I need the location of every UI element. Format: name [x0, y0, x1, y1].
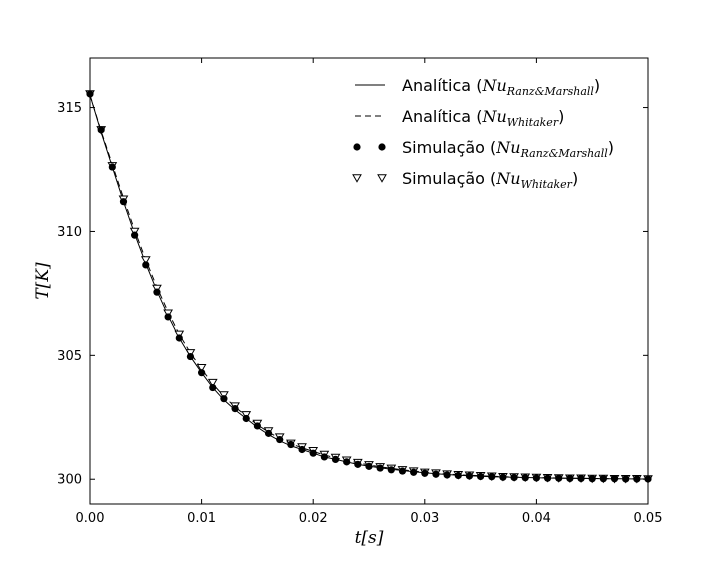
- x-tick-label: 0.01: [187, 511, 216, 526]
- data-point-simulacao-ranz-marshall: [499, 473, 507, 481]
- data-point-simulacao-ranz-marshall: [588, 475, 596, 483]
- legend-label-text: Simulação (: [402, 169, 496, 188]
- y-tick-label: 300: [57, 473, 82, 488]
- legend-label-close: ): [558, 107, 564, 126]
- data-point-simulacao-ranz-marshall: [343, 458, 351, 466]
- x-tick-label: 0.00: [76, 511, 105, 526]
- legend-label: Analítica (NuWhitaker): [402, 107, 564, 129]
- data-point-simulacao-ranz-marshall: [365, 462, 373, 470]
- legend-circle-marker: [353, 143, 361, 151]
- data-point-simulacao-ranz-marshall: [287, 440, 295, 449]
- y-axis-label: T[K]: [33, 262, 53, 300]
- data-point-simulacao-ranz-marshall: [599, 475, 607, 483]
- data-point-simulacao-ranz-marshall: [510, 473, 518, 482]
- legend-label-text: Analítica (: [402, 76, 482, 95]
- data-point-simulacao-ranz-marshall: [622, 475, 630, 483]
- x-tick-label: 0.03: [410, 511, 439, 526]
- data-point-simulacao-ranz-marshall: [443, 471, 451, 479]
- data-point-simulacao-ranz-marshall: [354, 460, 362, 468]
- legend: Analítica (NuRanz&Marshall)Analítica (Nu…: [352, 76, 614, 191]
- data-point-simulacao-ranz-marshall: [298, 445, 306, 454]
- data-point-simulacao-ranz-marshall: [108, 163, 116, 171]
- legend-label-close: ): [608, 138, 614, 157]
- legend-math-base: Nu: [481, 76, 506, 95]
- data-point-simulacao-ranz-marshall: [253, 422, 261, 430]
- data-point-simulacao-whitaker: [196, 364, 207, 373]
- data-point-simulacao-ranz-marshall: [488, 473, 496, 481]
- data-point-simulacao-ranz-marshall: [175, 334, 183, 342]
- data-point-simulacao-ranz-marshall: [454, 471, 462, 480]
- data-point-simulacao-ranz-marshall: [566, 474, 574, 483]
- legend-math-base: Nu: [481, 107, 506, 126]
- data-point-simulacao-ranz-marshall: [276, 435, 284, 444]
- y-tick-label: 305: [57, 349, 82, 364]
- data-point-simulacao-ranz-marshall: [543, 474, 552, 482]
- data-point-simulacao-ranz-marshall: [376, 464, 384, 472]
- legend-triangle-marker: [352, 174, 362, 183]
- data-point-simulacao-ranz-marshall: [477, 472, 485, 481]
- legend-entry: Simulação (NuWhitaker): [352, 169, 578, 191]
- x-axis-label: t[s]: [355, 528, 384, 548]
- data-point-simulacao-ranz-marshall: [320, 453, 328, 461]
- data-point-simulacao-ranz-marshall: [97, 126, 105, 134]
- y-tick-label: 310: [57, 225, 82, 240]
- data-point-simulacao-ranz-marshall: [186, 352, 195, 361]
- data-point-simulacao-ranz-marshall: [398, 467, 407, 475]
- data-point-simulacao-ranz-marshall: [142, 261, 150, 269]
- legend-math-base: Nu: [495, 169, 520, 188]
- data-point-simulacao-ranz-marshall: [465, 472, 474, 480]
- legend-math-base: Nu: [495, 138, 520, 157]
- data-point-simulacao-ranz-marshall: [432, 470, 440, 478]
- data-point-simulacao-ranz-marshall: [231, 405, 239, 413]
- data-point-simulacao-ranz-marshall: [209, 383, 217, 392]
- data-point-simulacao-ranz-marshall: [131, 231, 139, 239]
- legend-label-text: Simulação (: [402, 138, 496, 157]
- data-point-simulacao-ranz-marshall: [119, 198, 128, 206]
- legend-label: Simulação (NuWhitaker): [402, 169, 578, 191]
- legend-label-text: Analítica (: [402, 107, 482, 126]
- data-point-simulacao-ranz-marshall: [577, 474, 585, 483]
- data-point-simulacao-ranz-marshall: [264, 429, 273, 437]
- plot-frame: [89, 57, 649, 505]
- plot-series: [85, 90, 653, 484]
- legend-math-subscript: Ranz&Marshall: [520, 147, 609, 160]
- legend-entry: Simulação (NuRanz&Marshall): [353, 138, 614, 160]
- x-axis: 0.00 0.01 0.02 0.03 0.04 0.05: [76, 58, 663, 526]
- data-point-simulacao-ranz-marshall: [555, 474, 563, 482]
- legend-math-subscript: Whitaker: [507, 116, 559, 129]
- legend-label: Analítica (NuRanz&Marshall): [402, 76, 600, 98]
- legend-circle-marker: [378, 143, 386, 151]
- data-point-simulacao-ranz-marshall: [153, 288, 161, 296]
- data-point-simulacao-ranz-marshall: [521, 474, 529, 482]
- data-point-simulacao-ranz-marshall: [242, 414, 250, 423]
- data-point-simulacao-ranz-marshall: [220, 395, 228, 403]
- x-tick-label: 0.05: [634, 511, 663, 526]
- data-point-simulacao-ranz-marshall: [331, 455, 340, 463]
- legend-label: Simulação (NuRanz&Marshall): [402, 138, 614, 160]
- y-tick-label: 315: [57, 101, 82, 116]
- legend-entry: Analítica (NuRanz&Marshall): [355, 76, 600, 98]
- data-point-simulacao-whitaker: [140, 256, 151, 265]
- x-tick-label: 0.04: [522, 511, 551, 526]
- data-point-simulacao-ranz-marshall: [532, 474, 541, 482]
- data-point-simulacao-ranz-marshall: [421, 469, 429, 477]
- legend-entry: Analítica (NuWhitaker): [355, 107, 564, 129]
- data-point-simulacao-ranz-marshall: [610, 475, 619, 483]
- y-axis: 300 305 310 315: [57, 101, 648, 488]
- legend-math-subscript: Whitaker: [521, 178, 573, 191]
- data-point-simulacao-whitaker: [207, 378, 218, 388]
- data-point-simulacao-ranz-marshall: [309, 449, 317, 457]
- legend-triangle-marker: [377, 174, 387, 183]
- data-point-simulacao-ranz-marshall: [633, 475, 641, 483]
- x-tick-label: 0.02: [299, 511, 328, 526]
- legend-math-subscript: Ranz&Marshall: [506, 85, 595, 98]
- data-point-simulacao-ranz-marshall: [198, 369, 206, 377]
- data-point-simulacao-ranz-marshall: [164, 313, 172, 321]
- data-point-simulacao-ranz-marshall: [387, 466, 395, 474]
- legend-label-close: ): [594, 76, 600, 95]
- data-point-simulacao-ranz-marshall: [410, 468, 418, 476]
- legend-label-close: ): [572, 169, 578, 188]
